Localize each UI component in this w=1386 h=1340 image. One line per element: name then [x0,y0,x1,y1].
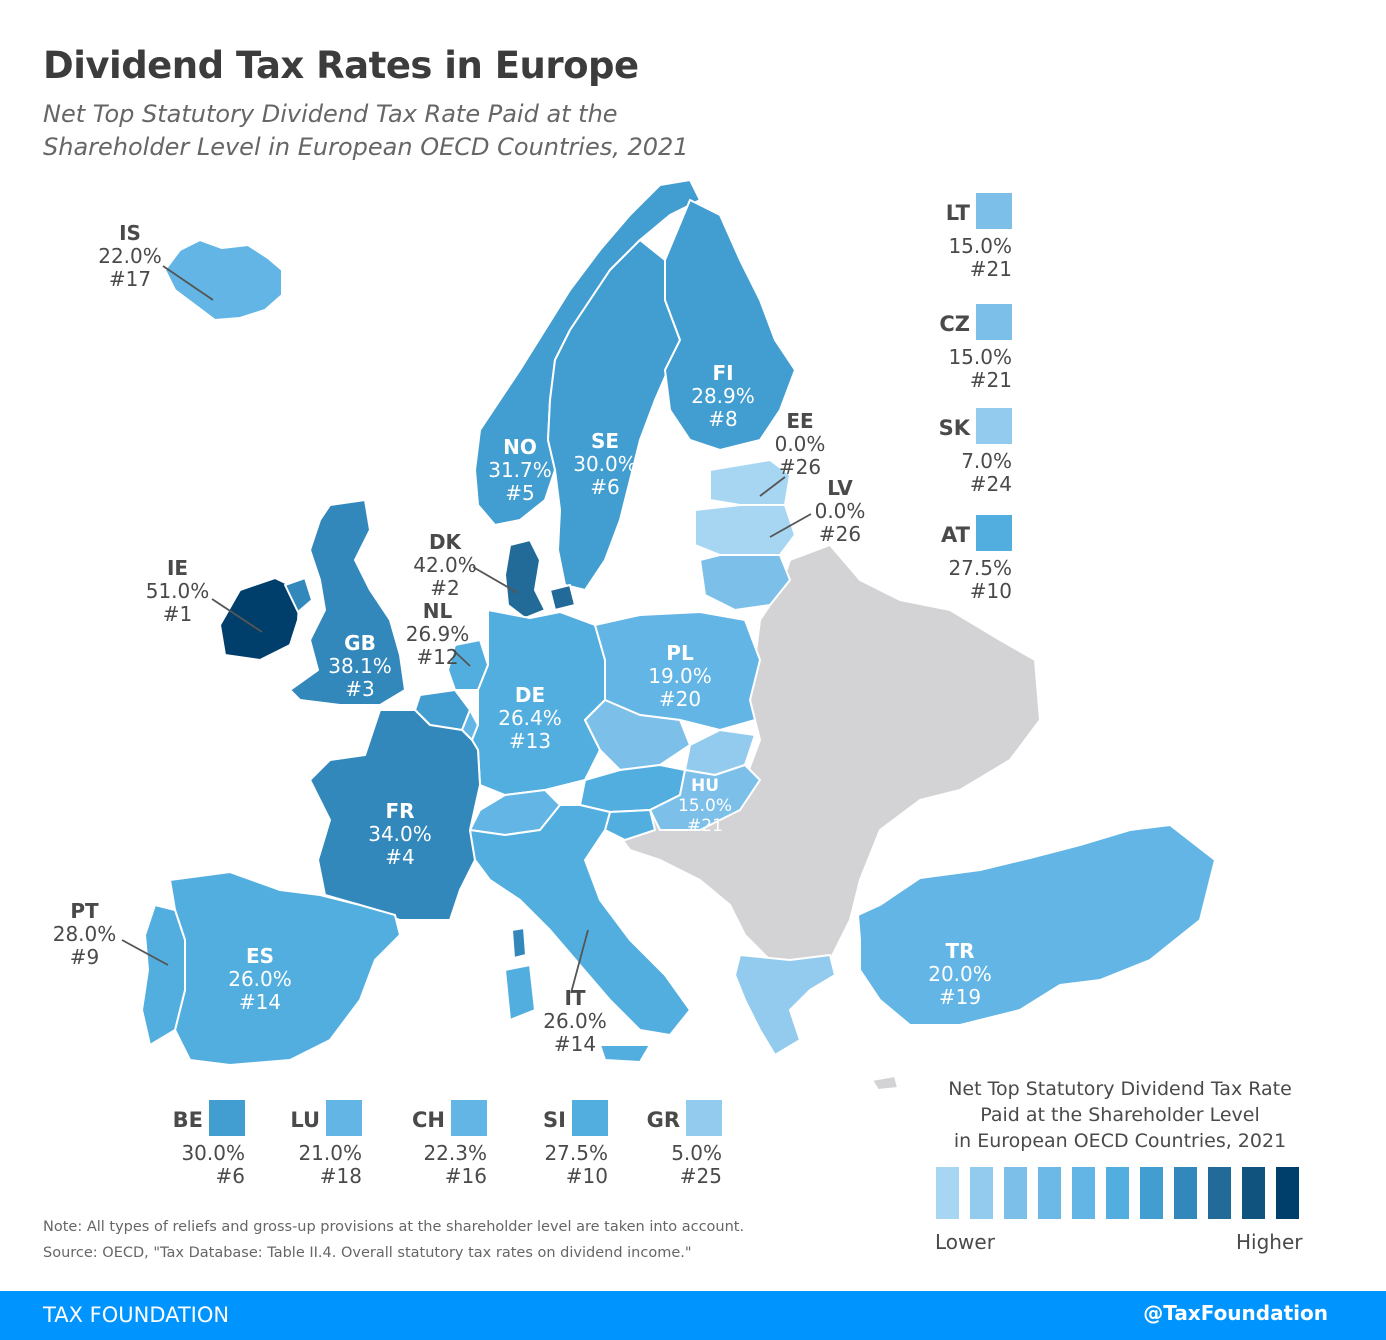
label-gb: GB 38.1% #3 [328,631,392,701]
swatch-at [976,515,1012,551]
subtitle-line-1: Net Top Statutory Dividend Tax Rate Paid… [43,100,618,128]
scale-step-3 [1038,1167,1061,1219]
label-fi: FI 28.9% #8 [691,361,755,431]
swatch-si [572,1100,608,1136]
country-lt [699,554,791,611]
country-hu [649,764,761,831]
label-tr: TR 20.0% #19 [928,939,992,1009]
country-fi [664,199,796,451]
country-dk [504,539,576,619]
country-is [164,239,283,321]
label-hu: HU 15.0% #21 [677,776,732,836]
label-pt: PT 28.0% #9 [52,899,117,969]
leader-ie [211,598,263,633]
swatch-lu [326,1100,362,1136]
swatch-ch [451,1100,487,1136]
country-de [471,609,606,796]
leader-is [162,265,214,301]
scale-step-8 [1208,1167,1231,1219]
swatch-cz [976,304,1012,340]
footer-bar: TAX FOUNDATION @TaxFoundation [0,1291,1386,1340]
leader-it [570,929,589,994]
label-nl: NL 26.9% #12 [405,599,470,669]
country-gr [734,954,836,1056]
leader-dk [472,566,519,594]
scale-step-5 [1106,1167,1129,1219]
source-text: Source: OECD, "Tax Database: Table II.4.… [43,1245,692,1261]
page-subtitle: Net Top Statutory Dividend Tax Rate Paid… [43,98,743,164]
scale-step-2 [1004,1167,1027,1219]
scale-legend-title: Net Top Statutory Dividend Tax Rate Paid… [948,1078,1292,1152]
label-lv: LV 0.0% #26 [814,476,866,546]
island-corsica [511,927,527,959]
scale-step-1 [970,1167,993,1219]
leader-nl [452,649,471,667]
footer-brand: TAX FOUNDATION [43,1303,230,1327]
label-ie: IE 51.0% #1 [145,556,210,626]
swatch-be [209,1100,245,1136]
europe-map [121,179,1216,1091]
label-fr: FR 34.0% #4 [368,799,432,869]
label-pl: PL 19.0% #20 [648,641,712,711]
label-no: NO 31.7% #5 [488,435,552,505]
label-ee: EE 0.0% #26 [774,409,826,479]
color-scale [936,1167,1299,1219]
scale-step-7 [1174,1167,1197,1219]
scale-step-6 [1140,1167,1163,1219]
island-cyprus [871,1075,899,1091]
label-is: IS 22.0% #17 [98,221,162,291]
note-text: Note: All types of reliefs and gross-up … [43,1219,745,1235]
leader-pt [121,939,169,966]
swatch-gr [686,1100,722,1136]
label-it: IT 26.0% #14 [543,986,607,1056]
footer-handle[interactable]: @TaxFoundation [1143,1301,1328,1325]
country-fr [309,709,481,921]
leader-ee [759,476,786,497]
swatch-lt [976,193,1012,229]
scale-high-label: Higher [1236,1230,1303,1254]
label-es: ES 26.0% #14 [228,944,292,1014]
scale-step-4 [1072,1167,1095,1219]
scale-low-label: Lower [935,1230,995,1254]
subtitle-line-2: Shareholder Level in European OECD Count… [43,133,689,161]
country-lv [694,504,796,556]
country-ie [219,577,301,661]
country-it [469,804,691,1063]
scale-step-9 [1242,1167,1265,1219]
label-de: DE 26.4% #13 [498,683,562,753]
label-dk: DK 42.0% #2 [413,530,477,600]
leader-lv [769,513,812,538]
label-se: SE 30.0% #6 [573,429,637,499]
scale-step-10 [1276,1167,1299,1219]
notes: Note: All types of reliefs and gross-up … [43,1214,744,1266]
swatch-sk [976,408,1012,444]
scale-step-0 [936,1167,959,1219]
page-title: Dividend Tax Rates in Europe [43,44,639,87]
country-tr [857,824,1216,1026]
country-gb [284,499,406,706]
